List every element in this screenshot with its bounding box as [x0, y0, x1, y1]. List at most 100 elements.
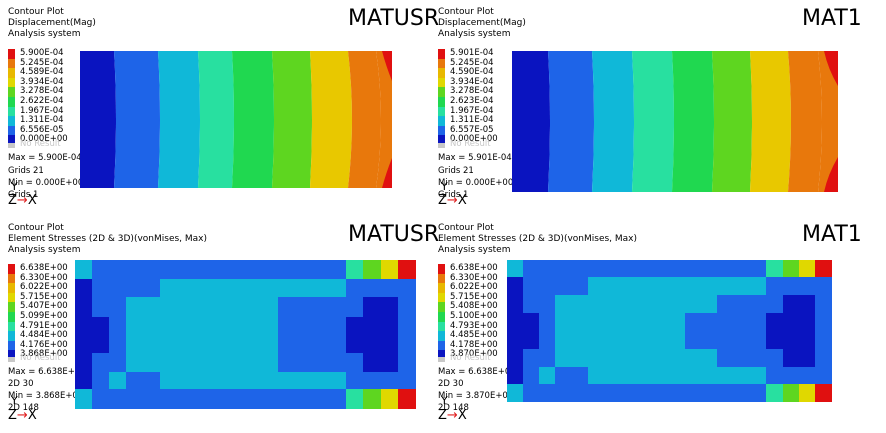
- legend-swatch: [438, 125, 445, 136]
- no-result-label: No Result: [450, 353, 491, 363]
- legend-value: 5.408E+00: [450, 301, 498, 312]
- legend-swatch: [8, 331, 15, 342]
- legend-swatch: [438, 292, 445, 303]
- legend-swatch: [8, 87, 15, 98]
- header-system: Analysis system: [8, 29, 81, 39]
- legend-value: 6.638E+00: [450, 263, 498, 273]
- legend-value: 1.967E-04: [20, 105, 64, 116]
- legend-swatch: [438, 77, 445, 88]
- legend-swatch: [438, 87, 445, 98]
- header-title: Contour Plot: [438, 7, 494, 17]
- info-max: Max = 5.901E-04: [438, 153, 512, 163]
- legend-value: 6.022E+00: [20, 282, 68, 293]
- legend-swatch: [438, 331, 445, 342]
- legend-swatch: [8, 292, 15, 303]
- stress-contour-plot: [75, 260, 416, 409]
- legend-value: 6.022E+00: [450, 282, 498, 293]
- legend-value: 3.868E+00: [20, 349, 68, 360]
- legend-value: 6.330E+00: [450, 272, 498, 283]
- triad-y-label: Y: [11, 180, 18, 193]
- contour-panel-stress-mat1: Contour Plot Element Stresses (2D & 3D)(…: [430, 220, 862, 428]
- legend-value: 5.715E+00: [20, 291, 68, 302]
- legend-value: 5.245E-04: [20, 57, 64, 68]
- legend-value: 5.901E-04: [450, 48, 494, 58]
- legend-value: 3.934E-04: [20, 76, 64, 87]
- info-max: Max = 5.900E-04: [8, 153, 82, 163]
- legend-value: 6.557E-05: [450, 124, 494, 135]
- legend-swatch: [438, 96, 445, 107]
- triad-x-arrow-icon: →: [16, 193, 28, 208]
- legend-swatch: [8, 264, 15, 274]
- info-max: Max = 6.638E+00: [438, 367, 516, 377]
- legend-value: 6.556E-05: [20, 124, 64, 135]
- info-max-id: 2D 30: [8, 379, 34, 389]
- triad-z-label: Z: [8, 408, 17, 423]
- legend-swatch: [8, 273, 15, 284]
- legend-value: 4.590E-04: [450, 67, 494, 78]
- no-result-entry: No Result: [438, 139, 518, 150]
- model-label: MAT1: [802, 6, 862, 31]
- legend-swatch: [438, 264, 445, 274]
- triad-x-arrow-icon: →: [446, 408, 458, 423]
- no-result-swatch: [8, 143, 15, 148]
- header-title: Contour Plot: [8, 223, 64, 233]
- legend-value: 3.278E-04: [20, 86, 64, 97]
- axis-triad: Z→X: [438, 194, 467, 207]
- legend-swatch: [8, 125, 15, 136]
- legend-swatch: [438, 273, 445, 284]
- legend-value: 5.715E+00: [450, 291, 498, 302]
- info-min: Min = 0.000E+00: [8, 178, 84, 188]
- legend-value: 5.900E-04: [20, 48, 64, 58]
- contour-panel-displacement-matusr: Contour Plot Displacement(Mag) Analysis …: [0, 0, 439, 208]
- legend-swatch: [8, 350, 15, 361]
- header-result: Displacement(Mag): [8, 18, 96, 28]
- legend-swatch: [438, 350, 445, 361]
- legend-value: 5.099E+00: [20, 310, 68, 321]
- legend-value: 6.330E+00: [20, 272, 68, 283]
- stress-contour-plot: [507, 260, 832, 402]
- legend-swatch: [8, 68, 15, 79]
- info-min: Min = 0.000E+00: [438, 178, 514, 188]
- legend-value: 2.622E-04: [20, 95, 64, 106]
- triad-x-arrow-icon: →: [446, 193, 458, 208]
- header-result: Displacement(Mag): [438, 18, 526, 28]
- no-result-swatch: [438, 143, 445, 148]
- info-min-id: 2D 148: [8, 403, 39, 413]
- legend-value: 4.791E+00: [20, 320, 68, 331]
- no-result-label: No Result: [450, 139, 491, 149]
- displacement-contour-plot: [512, 51, 838, 192]
- triad-y-label: Y: [441, 180, 448, 193]
- header-system: Analysis system: [438, 245, 511, 255]
- triad-x-label: X: [27, 408, 37, 423]
- model-label: MATUSR: [348, 6, 440, 31]
- triad-x-label: X: [457, 193, 467, 208]
- legend-value: 4.484E+00: [20, 330, 68, 341]
- model-label: MATUSR: [348, 222, 440, 247]
- info-max-id: Grids 21: [438, 166, 474, 176]
- legend-swatch: [438, 58, 445, 69]
- legend-value: 3.934E-04: [450, 76, 494, 87]
- contour-panel-stress-matusr: Contour Plot Element Stresses (2D & 3D)(…: [0, 220, 439, 428]
- legend-value: 1.967E-04: [450, 105, 494, 116]
- legend-swatch: [438, 283, 445, 294]
- legend-value: 3.870E+00: [450, 349, 498, 360]
- axis-triad: Z→X: [8, 409, 37, 422]
- legend-swatch: [8, 106, 15, 117]
- legend-value: 4.176E+00: [20, 339, 68, 350]
- legend-swatch: [438, 340, 445, 351]
- displacement-contour-plot: [80, 51, 392, 188]
- legend-swatch: [438, 321, 445, 332]
- legend-value: 5.100E+00: [450, 310, 498, 321]
- triad-z-label: Z: [438, 193, 447, 208]
- legend-swatch: [8, 311, 15, 322]
- info-min: Min = 3.870E+00: [438, 391, 514, 401]
- legend-value: 6.638E+00: [20, 263, 68, 273]
- legend-swatch: [438, 106, 445, 117]
- info-min-id: Grids 1: [438, 190, 469, 200]
- triad-x-label: X: [27, 193, 37, 208]
- legend-value: 2.623E-04: [450, 95, 494, 106]
- legend-value: 4.178E+00: [450, 339, 498, 350]
- legend-swatch: [8, 283, 15, 294]
- info-max-id: Grids 21: [8, 166, 44, 176]
- legend-swatch: [8, 77, 15, 88]
